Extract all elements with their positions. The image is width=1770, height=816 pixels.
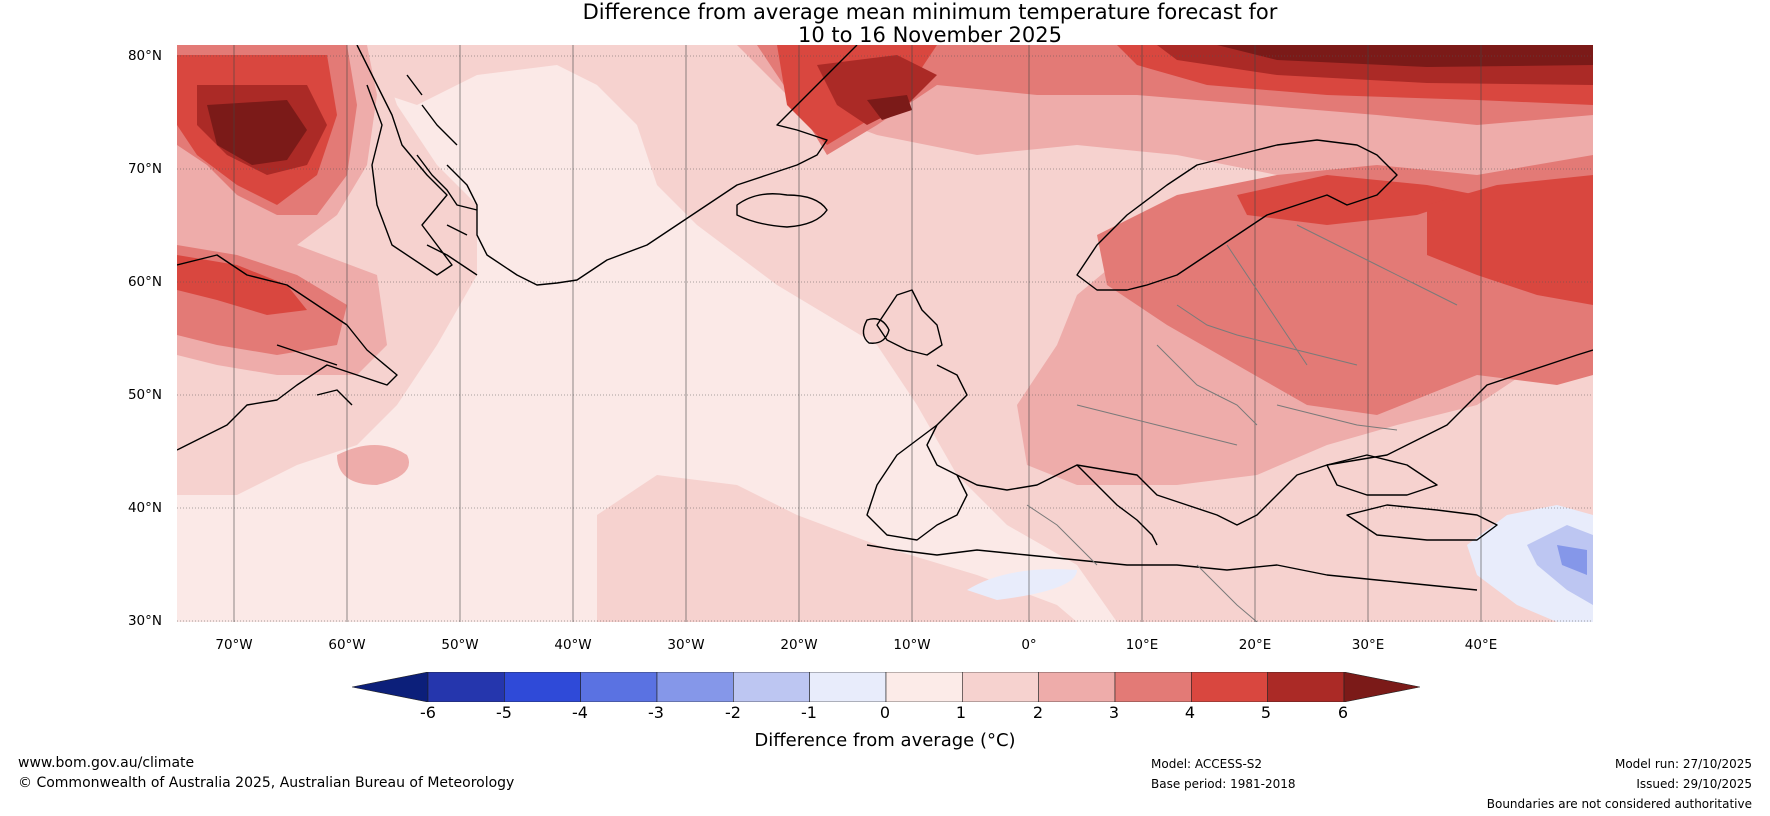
coast-iceland	[736, 193, 828, 228]
anomaly-6-plus-greenland-east	[867, 95, 912, 120]
lon-label-20w: 20°W	[780, 637, 818, 653]
anomaly-1-2-south	[597, 475, 1077, 622]
colorbar-tick: -3	[648, 703, 664, 722]
lat-label-60n: 60°N	[127, 274, 162, 290]
lon-label-40e: 40°E	[1464, 637, 1498, 653]
lat-label-30n: 30°N	[127, 613, 162, 629]
colorbar-segment	[885, 672, 963, 702]
anomaly-4-5-scandinavia	[1237, 175, 1477, 225]
lon-label-30w: 30°W	[667, 637, 705, 653]
coast-iberia	[866, 424, 968, 541]
lon-label-30e: 30°E	[1351, 637, 1385, 653]
colorbar-tick: -5	[496, 703, 512, 722]
coast-canada	[177, 254, 398, 451]
colorbar-segment	[427, 672, 505, 702]
anomaly-4-5-newfoundland	[177, 255, 307, 315]
coast-scandinavia	[1076, 139, 1398, 291]
coast-greenland-east	[446, 45, 858, 286]
coast-italy	[1076, 464, 1158, 546]
colorbar-tick: 1	[955, 703, 967, 722]
anomaly-2-3-atlantic-patch	[337, 445, 409, 485]
colorbar-extend-high	[1343, 672, 1420, 702]
coastlines	[177, 45, 1593, 591]
colorbar-label: Difference from average (°C)	[754, 730, 1016, 751]
colorbar-tick: 3	[1108, 703, 1120, 722]
lat-label-80n: 80°N	[127, 48, 162, 64]
coast-europe	[926, 349, 1593, 526]
issued-text: Issued: 29/10/2025	[1636, 777, 1752, 791]
lon-label-0: 0°	[1021, 637, 1037, 653]
colorbar-tick: 2	[1032, 703, 1044, 722]
coast-north-africa	[866, 544, 1478, 591]
colorbar-tick: 5	[1260, 703, 1272, 722]
coast-ireland	[862, 318, 890, 344]
lat-label-70n: 70°N	[127, 161, 162, 177]
borders	[1026, 224, 1458, 622]
colorbar-segment	[809, 672, 887, 702]
colorbar-segment	[1267, 672, 1345, 702]
lon-label-70w: 70°W	[215, 637, 253, 653]
lon-label-10e: 10°E	[1125, 637, 1159, 653]
colorbar-tick: 4	[1184, 703, 1196, 722]
base-period-text: Base period: 1981-2018	[1151, 777, 1296, 791]
graticule	[177, 55, 1593, 622]
lat-label-40n: 40°N	[127, 500, 162, 516]
anomaly-6-plus-labrador	[207, 100, 307, 165]
lon-label-60w: 60°W	[328, 637, 366, 653]
coast-turkey	[1346, 504, 1498, 541]
colorbar-segment	[1191, 672, 1268, 702]
colorbar-tick: -6	[420, 703, 436, 722]
lon-label-50w: 50°W	[441, 637, 479, 653]
colorbar-tick: -1	[801, 703, 817, 722]
colorbar-segment	[580, 672, 658, 702]
colorbar-segment	[656, 672, 734, 702]
lon-label-10w: 10°W	[893, 637, 931, 653]
anomaly-minus-0-1-north-africa	[967, 569, 1077, 600]
colorbar-segment	[504, 672, 581, 702]
colorbar-tick: -2	[725, 703, 741, 722]
lon-label-20e: 20°E	[1238, 637, 1272, 653]
colorbar-tick: -4	[572, 703, 588, 722]
colorbar-segment	[1114, 672, 1192, 702]
lon-label-40w: 40°W	[554, 637, 592, 653]
colorbar-tick: 0	[879, 703, 891, 722]
colorbar-segment	[962, 672, 1039, 702]
colorbar-extend-low	[352, 672, 429, 702]
website-link[interactable]: www.bom.gov.au/climate	[18, 755, 195, 771]
colorbar	[352, 672, 1420, 702]
anomaly-minus-1-2-middle-east	[1527, 525, 1593, 605]
coast-black-sea	[1326, 454, 1438, 496]
chart-title-line1: Difference from average mean minimum tem…	[582, 0, 1278, 24]
anomaly-minus-2-3-middle-east	[1557, 545, 1587, 575]
chart-title-line2: 10 to 16 November 2025	[798, 23, 1062, 47]
anomaly-4-5-russia	[1427, 175, 1593, 305]
model-text: Model: ACCESS-S2	[1151, 757, 1263, 771]
anomaly-field	[177, 45, 1593, 622]
anomaly-5-6-greenland-east	[817, 55, 937, 125]
forecast-map	[177, 45, 1593, 622]
model-run-text: Model run: 27/10/2025	[1614, 757, 1752, 771]
lat-label-50n: 50°N	[127, 387, 162, 403]
colorbar-segment	[1038, 672, 1116, 702]
disclaimer-text: Boundaries are not considered authoritat…	[1486, 797, 1752, 811]
coast-greenland	[356, 45, 478, 276]
colorbar-segment	[733, 672, 810, 702]
copyright-text: © Commonwealth of Australia 2025, Austra…	[18, 775, 515, 791]
colorbar-tick: 6	[1337, 703, 1349, 722]
